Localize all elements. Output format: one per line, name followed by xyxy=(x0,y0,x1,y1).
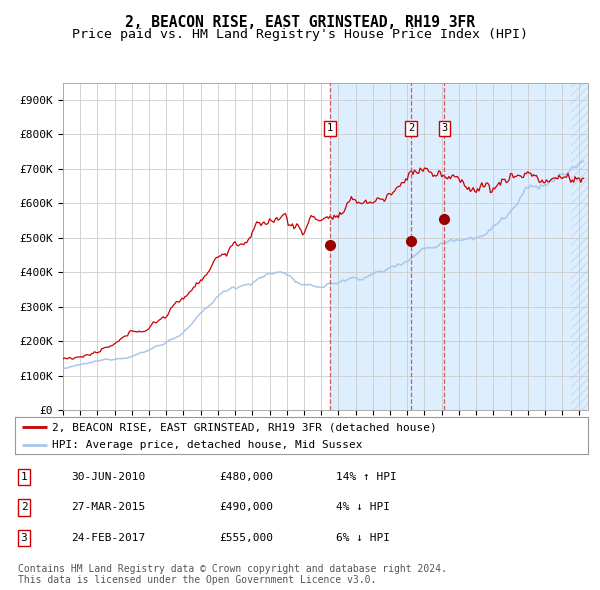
Text: 1: 1 xyxy=(20,472,28,481)
Text: £480,000: £480,000 xyxy=(219,472,273,481)
Text: 6% ↓ HPI: 6% ↓ HPI xyxy=(336,533,390,543)
Text: 24-FEB-2017: 24-FEB-2017 xyxy=(71,533,145,543)
Text: Contains HM Land Registry data © Crown copyright and database right 2024.
This d: Contains HM Land Registry data © Crown c… xyxy=(18,563,447,585)
Bar xyxy=(571,83,588,410)
Text: 2: 2 xyxy=(408,123,415,133)
Text: 3: 3 xyxy=(20,533,28,543)
Bar xyxy=(330,83,588,410)
Text: 4% ↓ HPI: 4% ↓ HPI xyxy=(336,503,390,512)
Text: 3: 3 xyxy=(441,123,448,133)
Text: 30-JUN-2010: 30-JUN-2010 xyxy=(71,472,145,481)
Text: £555,000: £555,000 xyxy=(219,533,273,543)
Text: 2, BEACON RISE, EAST GRINSTEAD, RH19 3FR (detached house): 2, BEACON RISE, EAST GRINSTEAD, RH19 3FR… xyxy=(52,422,437,432)
Text: £490,000: £490,000 xyxy=(219,503,273,512)
Text: 2: 2 xyxy=(20,503,28,512)
Text: 2, BEACON RISE, EAST GRINSTEAD, RH19 3FR: 2, BEACON RISE, EAST GRINSTEAD, RH19 3FR xyxy=(125,15,475,30)
Text: HPI: Average price, detached house, Mid Sussex: HPI: Average price, detached house, Mid … xyxy=(52,440,363,450)
Text: 27-MAR-2015: 27-MAR-2015 xyxy=(71,503,145,512)
Text: Price paid vs. HM Land Registry's House Price Index (HPI): Price paid vs. HM Land Registry's House … xyxy=(72,28,528,41)
Text: 1: 1 xyxy=(326,123,333,133)
Text: 14% ↑ HPI: 14% ↑ HPI xyxy=(336,472,397,481)
